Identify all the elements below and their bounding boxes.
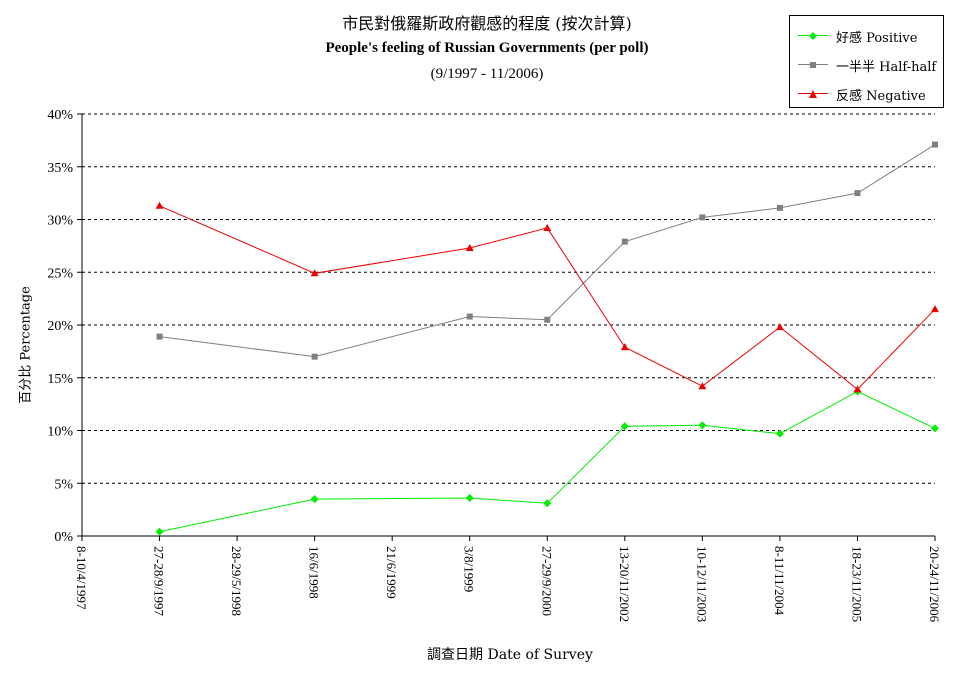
legend-label-negative: 反感 Negative (836, 89, 926, 104)
y-axis-label: 百分比 Percentage (18, 286, 34, 404)
chart-title-chinese: 市民對俄羅斯政府觀感的程度 (按次計算) (342, 14, 632, 33)
data-point-square (776, 204, 783, 211)
x-tick-label: 18-23/11/2005 (849, 546, 864, 622)
x-tick-label: 3/8/1999 (462, 546, 477, 592)
triangle-marker-icon (809, 90, 817, 98)
x-tick-label: 27-28/9/1997 (152, 546, 167, 617)
x-tick-label: 21/6/1999 (384, 546, 399, 599)
data-point-triangle (775, 323, 784, 331)
x-tick-label: 20-24/11/2006 (927, 546, 942, 623)
square-marker-icon (810, 62, 816, 68)
data-point-diamond (543, 499, 552, 508)
data-point-diamond (931, 424, 939, 433)
data-point-diamond (155, 527, 164, 536)
data-point-diamond (310, 495, 319, 504)
legend-item-half-half: 一半半 Half-half (790, 55, 943, 75)
data-point-triangle (698, 382, 707, 390)
x-tick-label: 27-29/9/2000 (539, 546, 554, 616)
data-point-square (466, 313, 473, 320)
x-tick-label: 10-12/11/2003 (694, 546, 709, 622)
y-tick-label: 20% (47, 319, 73, 334)
diamond-marker-icon (809, 32, 817, 40)
data-point-diamond (620, 422, 629, 431)
data-point-triangle (620, 343, 629, 351)
data-point-triangle (155, 201, 164, 209)
data-point-triangle (853, 385, 862, 393)
data-point-square (699, 214, 706, 221)
x-tick-label: 16/6/1998 (307, 546, 322, 599)
legend-label-positive: 好感 Positive (836, 31, 918, 46)
y-tick-label: 10% (47, 425, 73, 440)
data-point-diamond (465, 494, 474, 503)
x-tick-label: 28-29/5/1998 (229, 546, 244, 616)
y-tick-label: 30% (47, 214, 73, 229)
series-line-2 (159, 205, 936, 391)
data-point-square (854, 190, 861, 197)
y-tick-label: 5% (54, 477, 73, 492)
legend-label-half-half: 一半半 Half-half (836, 60, 937, 75)
x-tick-label: 13-20/11/2002 (617, 546, 632, 622)
data-point-triangle (543, 223, 552, 231)
legend: 好感 Positive 一半半 Half-half 反感 Negative (789, 15, 944, 108)
x-axis-label: 調查日期 Date of Survey (427, 647, 593, 663)
y-tick-label: 35% (47, 161, 73, 176)
data-point-square (621, 238, 628, 245)
data-point-square (932, 141, 938, 148)
y-tick-label: 25% (47, 266, 73, 281)
y-tick-label: 15% (47, 372, 73, 387)
data-point-diamond (775, 429, 784, 438)
series-line-0 (159, 390, 936, 533)
y-tick-label: 0% (54, 530, 73, 545)
data-point-square (311, 353, 318, 360)
data-point-square (544, 316, 551, 323)
data-point-square (156, 333, 163, 340)
x-tick-label: 8-10/4/1997 (74, 546, 89, 610)
legend-item-negative: 反感 Negative (790, 84, 943, 104)
x-tick-label: 8-11/11/2004 (772, 546, 787, 616)
legend-item-positive: 好感 Positive (790, 26, 943, 46)
data-point-triangle (465, 243, 474, 251)
data-point-diamond (698, 421, 707, 430)
data-point-triangle (310, 269, 319, 277)
y-tick-label: 40% (47, 108, 73, 123)
data-point-triangle (931, 305, 939, 313)
chart-subtitle: (9/1997 - 11/2006) (430, 66, 544, 82)
chart-title-english: People's feeling of Russian Governments … (325, 40, 649, 56)
